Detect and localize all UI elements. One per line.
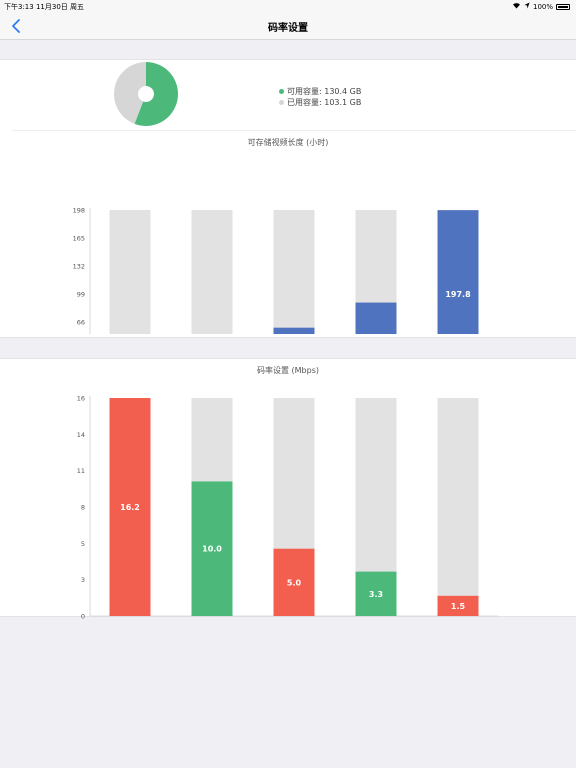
y-tick-label: 16	[77, 395, 85, 403]
x-tick-label: 720P	[203, 620, 222, 621]
page-title: 码率设置	[268, 23, 308, 34]
duration-chart-title: 可存储视频长度 (小时)	[247, 138, 329, 147]
status-time: 下午3:13	[4, 3, 34, 11]
y-tick-label: 132	[73, 263, 85, 271]
legend-available: 可用容量: 130.4 GB	[279, 86, 361, 97]
legend-available-dot	[279, 89, 284, 94]
y-tick-label: 3	[81, 576, 85, 584]
status-right: 100%	[512, 2, 570, 11]
y-tick-label: 14	[77, 431, 85, 439]
location-icon	[524, 2, 530, 11]
battery-icon	[556, 3, 570, 10]
y-tick-label: 198	[73, 207, 85, 215]
x-tick-label: 360P	[449, 620, 468, 621]
bitrate-chart-title: 码率设置 (Mbps)	[256, 366, 319, 375]
bar-track	[273, 210, 315, 334]
bar-360P	[437, 595, 479, 616]
status-time-date: 下午3:13 11月30日 周五	[4, 2, 84, 12]
bar-480P	[355, 302, 397, 334]
y-tick-label: 5	[81, 540, 85, 548]
legend-used: 已用容量: 103.1 GB	[279, 97, 361, 108]
back-button[interactable]	[8, 17, 26, 35]
bar-value-label: 197.8	[445, 290, 471, 299]
status-date: 11月30日 周五	[35, 3, 85, 11]
bar-track	[109, 210, 151, 334]
bar-540P	[273, 327, 315, 334]
y-tick-label: 66	[77, 319, 85, 327]
legend-used-dot	[279, 100, 284, 105]
bar-540P	[273, 548, 315, 616]
bar-360P	[437, 210, 479, 334]
pie-slice-available	[134, 62, 179, 127]
storage-pie-chart	[114, 62, 179, 127]
storage-card: 可用容量: 130.4 GB 已用容量: 103.1 GB 可存储视频长度 (小…	[0, 59, 576, 338]
y-tick-label: 0	[81, 613, 85, 621]
nav-bar: 码率设置	[0, 12, 576, 40]
x-tick-label: 1080P	[118, 620, 142, 621]
bar-720P	[191, 481, 233, 616]
bar-value-label: 10.0	[202, 545, 222, 554]
bar-480P	[355, 571, 397, 616]
status-bar: 下午3:13 11月30日 周五 100%	[0, 0, 576, 12]
bar-value-label: 3.3	[369, 590, 383, 599]
y-tick-label: 11	[77, 467, 85, 475]
card-divider	[12, 130, 576, 131]
y-tick-label: 165	[73, 235, 85, 243]
bar-value-label: 5.0	[287, 578, 302, 587]
bar-track	[437, 398, 479, 616]
wifi-icon	[512, 2, 521, 11]
legend-available-label: 可用容量: 130.4 GB	[287, 87, 362, 96]
pie-slice-used	[114, 62, 146, 124]
bar-1080P	[109, 398, 151, 616]
storage-legend: 可用容量: 130.4 GB 已用容量: 103.1 GB	[279, 86, 361, 108]
bitrate-card: 码率设置 (Mbps) 16 14 11 8 5 3 0 16.2 1080P 10.0 720P 5…	[0, 358, 576, 621]
bitrate-bar-chart: 16 14 11 8 5 3 0 16.2 1080P 10.0 720P 5.0 540P 3.3 480…	[77, 395, 498, 621]
chevron-left-icon	[12, 19, 20, 33]
x-tick-label: 480P	[367, 620, 386, 621]
bar-value-label: 1.5	[451, 602, 466, 611]
bar-value-label: 16.2	[120, 503, 140, 512]
bar-track	[191, 210, 233, 334]
pie-center-hole	[138, 86, 154, 102]
legend-used-label: 已用容量: 103.1 GB	[287, 98, 362, 107]
duration-bar-chart: 198165132996633018.31080P29.6720P59.3540…	[73, 207, 479, 334]
battery-percent: 100%	[532, 2, 553, 11]
x-tick-label: 540P	[285, 620, 304, 621]
y-tick-label: 8	[81, 504, 85, 512]
y-tick-label: 99	[77, 291, 85, 299]
